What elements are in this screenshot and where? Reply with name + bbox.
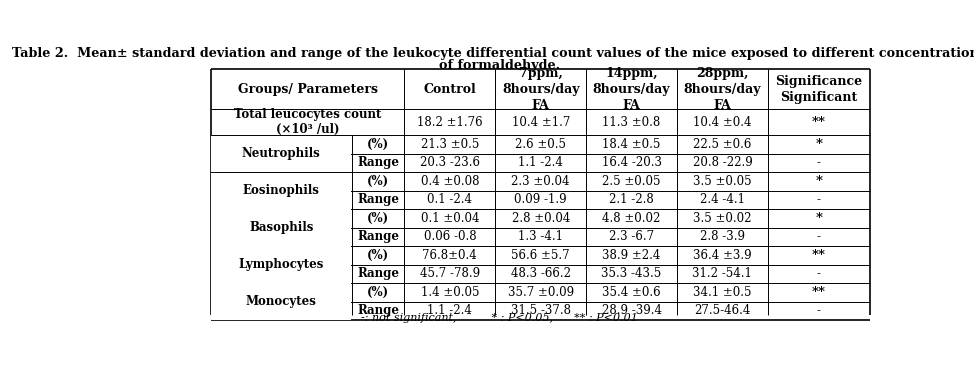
- Text: 11.3 ±0.8: 11.3 ±0.8: [603, 116, 660, 129]
- Text: *: *: [815, 138, 822, 151]
- Text: 21.3 ±0.5: 21.3 ±0.5: [421, 138, 479, 151]
- Text: Total leucocytes count
(×10³ /ul): Total leucocytes count (×10³ /ul): [234, 108, 382, 136]
- Text: -: -: [817, 157, 821, 169]
- Text: 31.2 -54.1: 31.2 -54.1: [693, 268, 752, 280]
- Text: 38.9 ±2.4: 38.9 ±2.4: [602, 249, 660, 262]
- Text: -: -: [817, 231, 821, 243]
- Text: 1.3 -4.1: 1.3 -4.1: [518, 231, 563, 243]
- Text: 35.4 ±0.6: 35.4 ±0.6: [602, 286, 661, 299]
- Text: 10.4 ±0.4: 10.4 ±0.4: [693, 116, 752, 129]
- Text: 2.8 -3.9: 2.8 -3.9: [700, 231, 745, 243]
- Text: 28ppm,
8hours/day
FA: 28ppm, 8hours/day FA: [684, 67, 761, 112]
- Text: 10.4 ±1.7: 10.4 ±1.7: [511, 116, 570, 129]
- Text: (%): (%): [367, 212, 390, 225]
- Text: 2.3 -6.7: 2.3 -6.7: [609, 231, 655, 243]
- Text: 1.1 -2.4: 1.1 -2.4: [428, 304, 472, 317]
- Text: Groups/ Parameters: Groups/ Parameters: [238, 83, 378, 95]
- Text: -: -: [817, 268, 821, 280]
- Text: Neutrophils: Neutrophils: [242, 147, 320, 160]
- Text: Range: Range: [357, 157, 399, 169]
- Text: 28.9 -39.4: 28.9 -39.4: [602, 304, 661, 317]
- Text: (%): (%): [367, 175, 390, 188]
- Text: 34.1 ±0.5: 34.1 ±0.5: [693, 286, 752, 299]
- Text: 22.5 ±0.6: 22.5 ±0.6: [693, 138, 752, 151]
- Text: 35.7 ±0.09: 35.7 ±0.09: [507, 286, 574, 299]
- Text: 35.3 -43.5: 35.3 -43.5: [601, 268, 661, 280]
- Text: 48.3 -66.2: 48.3 -66.2: [510, 268, 571, 280]
- Text: Basophils: Basophils: [249, 221, 314, 234]
- Text: 3.5 ±0.02: 3.5 ±0.02: [693, 212, 752, 225]
- Bar: [211, 209, 352, 246]
- Text: Significance
Significant: Significance Significant: [775, 75, 862, 104]
- Text: 16.4 -20.3: 16.4 -20.3: [602, 157, 661, 169]
- Text: of formaldehyde.: of formaldehyde.: [438, 59, 560, 72]
- Text: Lymphocytes: Lymphocytes: [239, 258, 324, 271]
- Text: Range: Range: [357, 194, 399, 206]
- Text: Range: Range: [357, 304, 399, 317]
- Text: 45.7 -78.9: 45.7 -78.9: [420, 268, 480, 280]
- Text: 14ppm,
8hours/day
FA: 14ppm, 8hours/day FA: [593, 67, 670, 112]
- Text: 2.5 ±0.05: 2.5 ±0.05: [602, 175, 660, 188]
- Text: **: **: [811, 116, 826, 129]
- Text: Control: Control: [424, 83, 476, 95]
- Text: Range: Range: [357, 231, 399, 243]
- Text: *: *: [815, 175, 822, 188]
- Text: 0.4 ±0.08: 0.4 ±0.08: [421, 175, 479, 188]
- Text: 20.8 -22.9: 20.8 -22.9: [693, 157, 752, 169]
- Text: 3.5 ±0.05: 3.5 ±0.05: [693, 175, 752, 188]
- Text: 7ppm,
8hours/day
FA: 7ppm, 8hours/day FA: [502, 67, 580, 112]
- Text: 4.8 ±0.02: 4.8 ±0.02: [602, 212, 660, 225]
- Text: Table 2.  Mean± standard deviation and range of the leukocyte differential count: Table 2. Mean± standard deviation and ra…: [13, 47, 974, 60]
- Text: 1.4 ±0.05: 1.4 ±0.05: [421, 286, 479, 299]
- Text: 0.06 -0.8: 0.06 -0.8: [424, 231, 476, 243]
- Text: (%): (%): [367, 286, 390, 299]
- Text: 76.8±0.4: 76.8±0.4: [423, 249, 477, 262]
- Text: **: **: [811, 249, 826, 262]
- Text: 31.5 -37.8: 31.5 -37.8: [510, 304, 571, 317]
- Text: Monocytes: Monocytes: [245, 295, 317, 308]
- Text: 1.1 -2.4: 1.1 -2.4: [518, 157, 563, 169]
- Text: 20.3 -23.6: 20.3 -23.6: [420, 157, 480, 169]
- Text: 0.1 -2.4: 0.1 -2.4: [428, 194, 472, 206]
- Bar: [211, 283, 352, 320]
- Bar: [211, 135, 352, 172]
- Text: -: -: [817, 304, 821, 317]
- Text: -: not significant,          * : P<0.05,      ** : P<0.01: -: not significant, * : P<0.05, ** : P<0…: [360, 313, 638, 323]
- Text: 0.09 -1.9: 0.09 -1.9: [514, 194, 567, 206]
- Text: **: **: [811, 286, 826, 299]
- Text: 2.6 ±0.5: 2.6 ±0.5: [515, 138, 566, 151]
- Text: -: -: [817, 194, 821, 206]
- Bar: [211, 172, 352, 209]
- Text: 0.1 ±0.04: 0.1 ±0.04: [421, 212, 479, 225]
- Text: 2.8 ±0.04: 2.8 ±0.04: [511, 212, 570, 225]
- Bar: [211, 246, 352, 283]
- Text: 18.4 ±0.5: 18.4 ±0.5: [602, 138, 660, 151]
- Text: 56.6 ±5.7: 56.6 ±5.7: [511, 249, 570, 262]
- Text: 18.2 ±1.76: 18.2 ±1.76: [417, 116, 483, 129]
- Text: 36.4 ±3.9: 36.4 ±3.9: [693, 249, 752, 262]
- Text: 2.1 -2.8: 2.1 -2.8: [609, 194, 654, 206]
- Text: Range: Range: [357, 268, 399, 280]
- Text: (%): (%): [367, 249, 390, 262]
- Text: *: *: [815, 212, 822, 225]
- Text: 2.4 -4.1: 2.4 -4.1: [700, 194, 745, 206]
- Text: 27.5-46.4: 27.5-46.4: [694, 304, 751, 317]
- Text: (%): (%): [367, 138, 390, 151]
- Text: Eosinophils: Eosinophils: [243, 184, 319, 197]
- Text: 2.3 ±0.04: 2.3 ±0.04: [511, 175, 570, 188]
